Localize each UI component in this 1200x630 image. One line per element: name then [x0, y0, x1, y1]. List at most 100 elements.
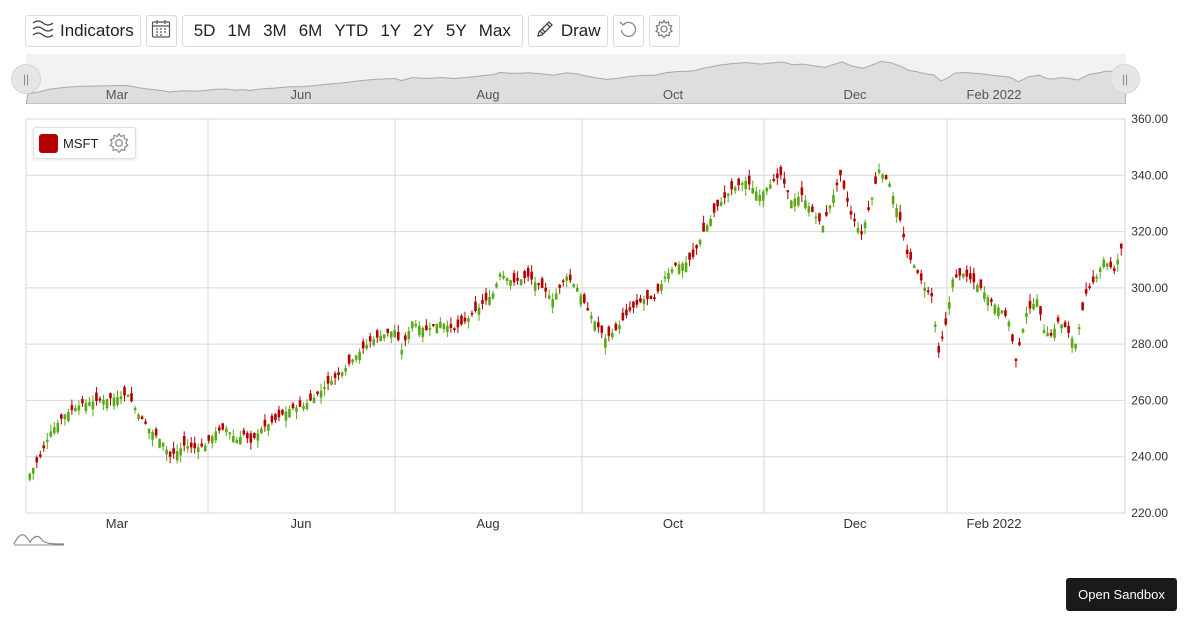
- candle: [663, 276, 667, 279]
- candle: [502, 275, 505, 279]
- range-1y-button[interactable]: 1Y: [380, 21, 402, 40]
- candle: [639, 298, 642, 302]
- candle: [1112, 268, 1116, 271]
- candle: [203, 445, 207, 452]
- candle: [133, 407, 137, 411]
- range-1m-button[interactable]: 1M: [227, 21, 252, 40]
- candle: [1070, 338, 1074, 348]
- range-max-button[interactable]: Max: [478, 21, 511, 40]
- y-tick-label: 220.00: [1131, 506, 1168, 520]
- navigator[interactable]: [26, 54, 1126, 104]
- candle: [891, 195, 895, 205]
- candle: [60, 414, 63, 419]
- candle: [790, 200, 793, 209]
- candle: [821, 225, 825, 233]
- candle: [249, 433, 253, 443]
- indicators-button[interactable]: Indicators: [25, 15, 141, 47]
- candle: [456, 319, 460, 328]
- candle: [842, 180, 846, 189]
- candle: [400, 349, 404, 355]
- candle: [526, 268, 530, 277]
- candle: [312, 397, 316, 404]
- candle: [895, 208, 898, 218]
- candle: [600, 325, 604, 333]
- candle: [825, 212, 828, 216]
- candle: [814, 216, 818, 219]
- candle: [1077, 327, 1081, 330]
- candle: [421, 327, 425, 338]
- candle: [1081, 302, 1084, 311]
- gear-icon[interactable]: [108, 132, 130, 154]
- navigator-label: Dec: [843, 87, 867, 102]
- candle: [930, 293, 934, 297]
- candle: [754, 191, 758, 201]
- candle: [965, 269, 969, 277]
- candle: [1011, 334, 1014, 342]
- candle: [533, 282, 537, 291]
- range-5d-button[interactable]: 5D: [193, 21, 216, 40]
- y-tick-label: 260.00: [1131, 393, 1168, 407]
- navigator-right-handle[interactable]: ||: [1110, 64, 1140, 94]
- navigator-label: Aug: [476, 87, 500, 102]
- candle: [102, 399, 105, 405]
- candle: [386, 328, 390, 333]
- candle: [674, 262, 677, 266]
- candle: [365, 344, 368, 349]
- range-2y-button[interactable]: 2Y: [413, 21, 434, 40]
- candle: [42, 445, 46, 449]
- draw-button[interactable]: Draw: [527, 15, 608, 47]
- range-6m-button[interactable]: 6M: [298, 21, 323, 40]
- date-picker-button[interactable]: [145, 15, 177, 47]
- candle: [112, 397, 116, 407]
- legend-swatch[interactable]: [39, 133, 58, 153]
- candle: [709, 218, 712, 226]
- candle: [744, 180, 748, 190]
- candle: [561, 280, 565, 283]
- candle: [453, 328, 456, 331]
- candle: [579, 295, 583, 305]
- candle: [1014, 358, 1018, 362]
- candle: [224, 428, 228, 433]
- candle: [677, 264, 681, 274]
- candle: [737, 178, 740, 186]
- navigator-left-handle[interactable]: ||: [11, 64, 41, 94]
- range-ytd-button[interactable]: YTD: [334, 21, 369, 40]
- candle: [316, 391, 319, 395]
- candle: [853, 218, 856, 222]
- settings-button[interactable]: [648, 15, 680, 47]
- chart-type-icon[interactable]: [12, 530, 66, 548]
- candle: [940, 336, 944, 339]
- candle: [119, 396, 123, 400]
- candle: [105, 399, 109, 409]
- candle: [53, 427, 56, 434]
- candle: [1067, 325, 1070, 333]
- y-tick-label: 240.00: [1131, 450, 1168, 464]
- candle: [221, 423, 225, 430]
- candle: [375, 330, 379, 338]
- candle: [414, 323, 418, 327]
- candle: [726, 193, 730, 196]
- candle: [270, 415, 274, 423]
- candle: [277, 409, 281, 418]
- candle: [144, 421, 147, 424]
- candle: [586, 308, 590, 311]
- indicators-icon: [32, 18, 54, 45]
- candle: [235, 439, 239, 444]
- reset-button[interactable]: [612, 15, 644, 47]
- candle: [909, 251, 912, 260]
- open-sandbox-button[interactable]: Open Sandbox: [1066, 578, 1177, 611]
- candle: [140, 416, 144, 420]
- candle: [330, 380, 333, 385]
- candle: [1056, 317, 1060, 322]
- range-3m-button[interactable]: 3M: [263, 21, 287, 40]
- candle: [91, 401, 95, 410]
- candle: [758, 194, 762, 202]
- candle: [1063, 322, 1067, 328]
- candle: [944, 318, 948, 325]
- candle: [712, 203, 716, 213]
- candle: [298, 400, 302, 407]
- candle: [446, 325, 449, 332]
- range-5y-button[interactable]: 5Y: [445, 21, 467, 40]
- candle: [618, 325, 621, 330]
